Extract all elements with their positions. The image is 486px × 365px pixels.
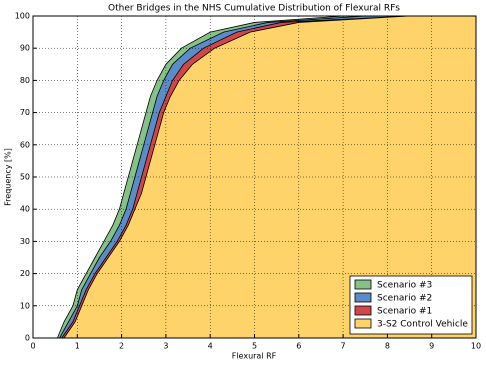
- x-tick-label: 8: [385, 342, 390, 351]
- legend-swatch: [354, 292, 372, 303]
- y-tick-label: 70: [20, 108, 30, 117]
- x-tick-label: 3: [163, 342, 168, 351]
- x-tick-label: 0: [30, 342, 35, 351]
- x-tick-label: 2: [119, 342, 124, 351]
- x-axis-label: Flexural RF: [232, 352, 277, 361]
- x-tick-label: 7: [341, 342, 346, 351]
- x-tick-label: 6: [296, 342, 301, 351]
- legend-swatch: [354, 305, 372, 316]
- legend-label: Scenario #1: [377, 307, 432, 317]
- y-tick-label: 30: [20, 237, 30, 246]
- legend-label: 3-S2 Control Vehicle: [377, 320, 468, 330]
- y-axis-label: Frequency [%]: [4, 148, 13, 206]
- plot-frame: [32, 15, 477, 339]
- y-tick-label: 50: [20, 173, 30, 182]
- y-tick-label: 60: [20, 140, 30, 149]
- y-tick-label: 10: [20, 301, 30, 310]
- y-tick-label: 90: [20, 44, 30, 53]
- y-tick-label: 20: [20, 269, 30, 278]
- legend-swatch: [354, 279, 372, 290]
- x-tick-label: 4: [208, 342, 213, 351]
- y-tick-label: 0: [25, 334, 30, 343]
- chart-title: Other Bridges in the NHS Cumulative Dist…: [108, 4, 400, 14]
- x-tick-label: 1: [75, 342, 80, 351]
- legend-swatch: [354, 318, 372, 329]
- x-tick-label: 10: [471, 342, 481, 351]
- legend-label: Scenario #2: [377, 294, 432, 304]
- legend-label: Scenario #3: [377, 281, 432, 291]
- y-tick-label: 80: [20, 76, 30, 85]
- y-tick-label: 100: [15, 12, 30, 21]
- x-tick-label: 5: [252, 342, 257, 351]
- x-tick-label: 9: [429, 342, 434, 351]
- y-tick-label: 40: [20, 205, 30, 214]
